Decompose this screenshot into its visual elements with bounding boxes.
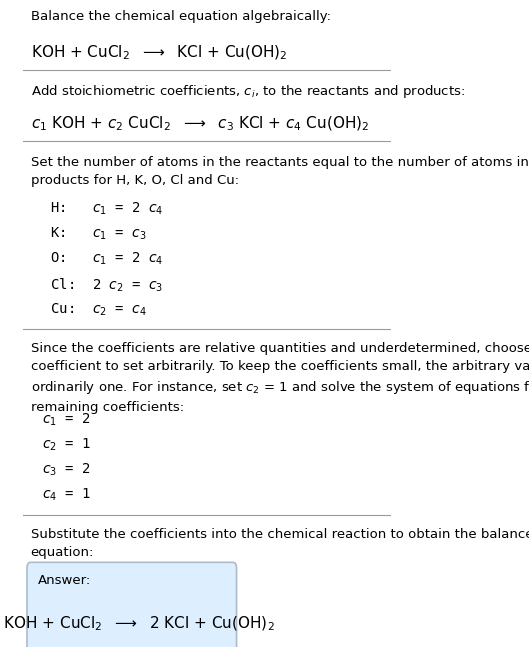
FancyBboxPatch shape	[27, 562, 236, 647]
Text: Add stoichiometric coefficients, $c_i$, to the reactants and products:: Add stoichiometric coefficients, $c_i$, …	[31, 83, 465, 100]
Text: $c_3$ = 2: $c_3$ = 2	[42, 461, 90, 477]
Text: Cl:  2 $c_2$ = $c_3$: Cl: 2 $c_2$ = $c_3$	[42, 276, 163, 294]
Text: H:   $c_1$ = 2 $c_4$: H: $c_1$ = 2 $c_4$	[42, 201, 163, 217]
Text: KOH + CuCl$_2$  $\longrightarrow$  KCl + Cu(OH)$_2$: KOH + CuCl$_2$ $\longrightarrow$ KCl + C…	[31, 43, 287, 61]
Text: $c_4$ = 1: $c_4$ = 1	[42, 487, 90, 503]
Text: Answer:: Answer:	[38, 575, 92, 587]
Text: O:   $c_1$ = 2 $c_4$: O: $c_1$ = 2 $c_4$	[42, 251, 163, 267]
Text: K:   $c_1$ = $c_3$: K: $c_1$ = $c_3$	[42, 226, 146, 243]
Text: $c_1$ = 2: $c_1$ = 2	[42, 411, 90, 428]
Text: Cu:  $c_2$ = $c_4$: Cu: $c_2$ = $c_4$	[42, 302, 146, 318]
Text: $c_2$ = 1: $c_2$ = 1	[42, 436, 90, 453]
Text: Set the number of atoms in the reactants equal to the number of atoms in the
pro: Set the number of atoms in the reactants…	[31, 156, 529, 187]
Text: Since the coefficients are relative quantities and underdetermined, choose a
coe: Since the coefficients are relative quan…	[31, 342, 529, 415]
Text: Substitute the coefficients into the chemical reaction to obtain the balanced
eq: Substitute the coefficients into the che…	[31, 528, 529, 559]
Text: Balance the chemical equation algebraically:: Balance the chemical equation algebraica…	[31, 10, 331, 23]
Text: $c_1$ KOH + $c_2$ CuCl$_2$  $\longrightarrow$  $c_3$ KCl + $c_4$ Cu(OH)$_2$: $c_1$ KOH + $c_2$ CuCl$_2$ $\longrightar…	[31, 115, 369, 133]
Text: 2 KOH + CuCl$_2$  $\longrightarrow$  2 KCl + Cu(OH)$_2$: 2 KOH + CuCl$_2$ $\longrightarrow$ 2 KCl…	[0, 615, 275, 633]
